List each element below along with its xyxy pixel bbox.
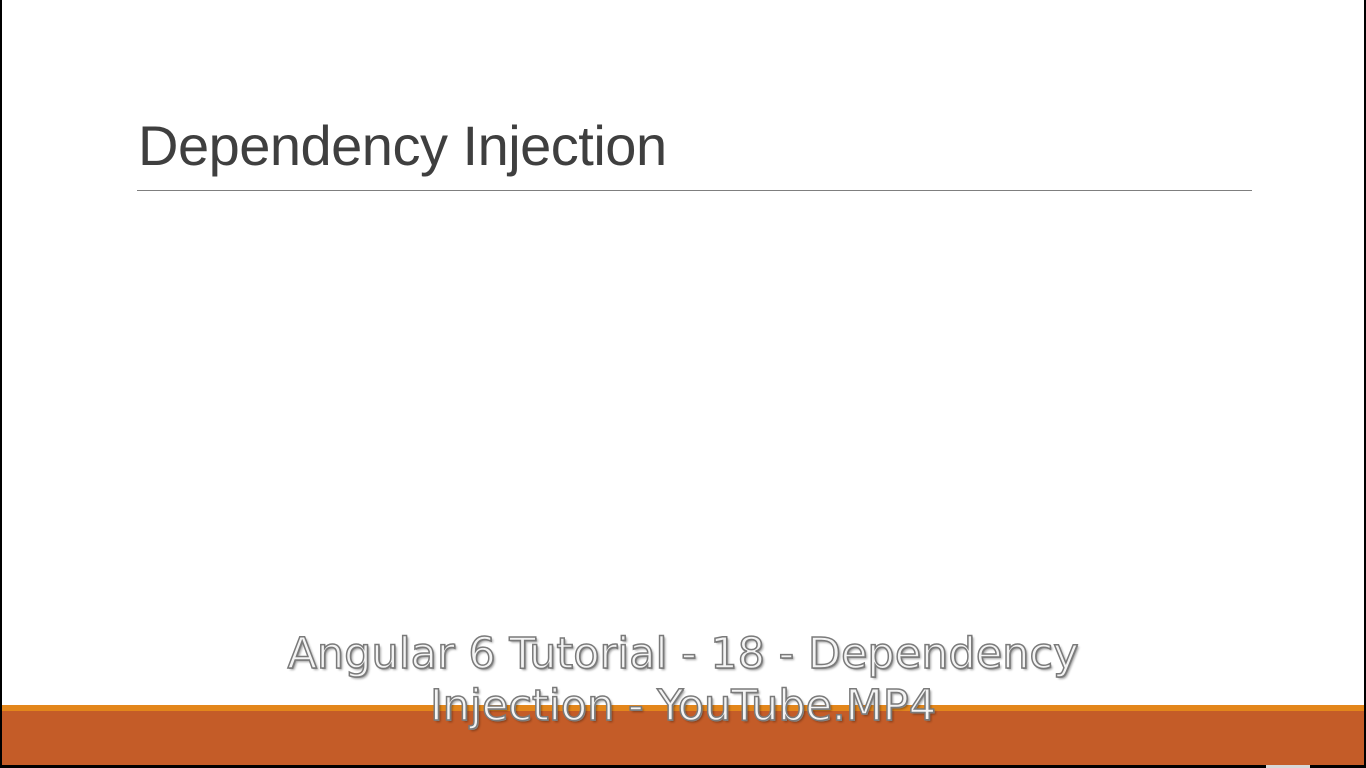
- video-title-line-2: Injection - YouTube.MP4: [429, 680, 937, 732]
- player-corner-mark: [1266, 765, 1310, 768]
- video-title-overlay: Angular 6 Tutorial - 18 - Dependency Inj…: [2, 628, 1364, 732]
- video-title-line-1: Angular 6 Tutorial - 18 - Dependency: [287, 628, 1080, 680]
- slide-title: Dependency Injection: [138, 114, 667, 177]
- footer-accent-stripe: [2, 705, 1364, 711]
- slide-footer-band: [2, 705, 1364, 765]
- title-underline: [137, 190, 1252, 191]
